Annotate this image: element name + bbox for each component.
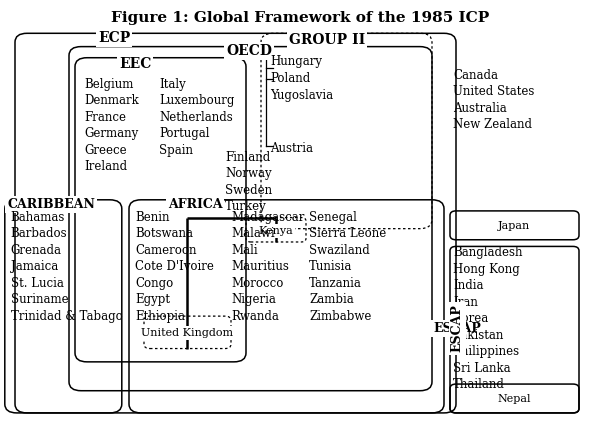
Text: Canada
United States
Australia
New Zealand: Canada United States Australia New Zeala…	[453, 69, 535, 131]
Text: Austria: Austria	[270, 142, 313, 155]
Text: Italy
Luxembourg
Netherlands
Portugal
Spain: Italy Luxembourg Netherlands Portugal Sp…	[159, 78, 235, 157]
Text: Senegal
Sierra Leone
Swaziland
Tunisia
Tanzania
Zambia
Zimbabwe: Senegal Sierra Leone Swaziland Tunisia T…	[309, 211, 386, 323]
Text: AFRICA: AFRICA	[167, 198, 223, 211]
Text: GROUP II: GROUP II	[289, 33, 365, 47]
Text: CARIBBEAN: CARIBBEAN	[7, 198, 95, 211]
Text: Bangladesh
Hong Kong
India
Iran
Korea
Pakistan
Philippines
Sri Lanka
Thailand: Bangladesh Hong Kong India Iran Korea Pa…	[453, 246, 523, 392]
Text: Benin
Botswana
Cameroon
Cote D'Ivoire
Congo
Egypt
Ethiopia: Benin Botswana Cameroon Cote D'Ivoire Co…	[135, 211, 214, 323]
Text: ESCAP: ESCAP	[433, 322, 481, 335]
Text: United Kingdom: United Kingdom	[141, 328, 233, 338]
Text: ECP: ECP	[98, 31, 130, 45]
Text: Hungary
Poland
Yugoslavia: Hungary Poland Yugoslavia	[270, 56, 333, 102]
Text: Bahamas
Barbados
Grenada
Jamaica
St. Lucia
Suriname
Trinidad & Tabago: Bahamas Barbados Grenada Jamaica St. Luc…	[11, 211, 122, 323]
Text: Belgium
Denmark
France
Germany
Greece
Ireland: Belgium Denmark France Germany Greece Ir…	[84, 78, 139, 173]
Text: Nepal: Nepal	[497, 394, 531, 404]
Text: OECD: OECD	[226, 44, 272, 58]
Text: EEC: EEC	[119, 57, 151, 71]
Text: Figure 1: Global Framework of the 1985 ICP: Figure 1: Global Framework of the 1985 I…	[111, 11, 489, 25]
Text: Finland
Norway
Sweden
Turkey: Finland Norway Sweden Turkey	[225, 151, 272, 214]
Text: Japan: Japan	[498, 221, 530, 230]
Text: Madagascar
Malawi
Mali
Mauritius
Morocco
Nigeria
Rwanda: Madagascar Malawi Mali Mauritius Morocco…	[231, 211, 304, 323]
Text: Kenya: Kenya	[259, 226, 293, 236]
Text: ESCAP: ESCAP	[451, 305, 464, 353]
